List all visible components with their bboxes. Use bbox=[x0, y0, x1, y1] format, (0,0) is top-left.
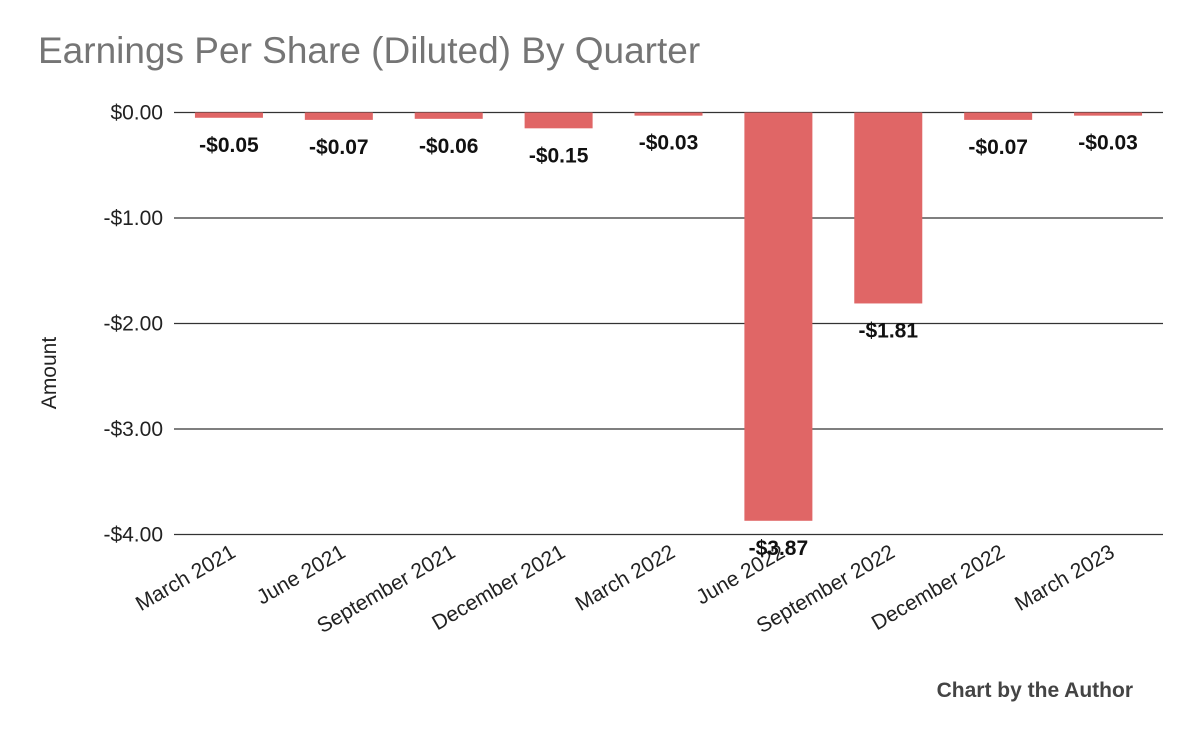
data-label: -$0.03 bbox=[639, 132, 699, 155]
x-tick-label: March 2021 bbox=[132, 540, 240, 615]
data-label: -$0.03 bbox=[1078, 132, 1138, 155]
data-label: -$0.05 bbox=[199, 134, 259, 157]
x-tick-label: June 2021 bbox=[253, 540, 349, 609]
bar bbox=[1074, 112, 1143, 116]
bar bbox=[854, 112, 923, 304]
y-tick-label: -$3.00 bbox=[103, 418, 163, 441]
data-label: -$0.07 bbox=[309, 136, 369, 159]
data-labels: -$0.05 -$0.07 -$0.06 -$0.15 -$0.03 -$3.87 -$1.… bbox=[199, 132, 1138, 560]
y-tick-label: -$2.00 bbox=[103, 313, 163, 336]
y-tick-label: $0.00 bbox=[110, 102, 163, 125]
bar bbox=[304, 112, 373, 120]
data-label: -$0.06 bbox=[419, 135, 479, 158]
y-tick-label: -$4.00 bbox=[103, 524, 163, 547]
data-label: -$0.15 bbox=[529, 144, 589, 167]
bar bbox=[744, 112, 813, 521]
bar-series bbox=[194, 112, 1143, 521]
bar bbox=[524, 112, 593, 129]
bar bbox=[634, 112, 703, 116]
data-label: -$3.87 bbox=[749, 537, 809, 560]
data-label: -$0.07 bbox=[968, 136, 1028, 159]
bar bbox=[964, 112, 1033, 120]
gridlines bbox=[174, 111, 1163, 536]
chart-title: Earnings Per Share (Diluted) By Quarter bbox=[38, 30, 701, 71]
chart-credit: Chart by the Author bbox=[936, 679, 1133, 702]
data-label: -$1.81 bbox=[859, 319, 919, 342]
bar bbox=[414, 112, 483, 119]
y-axis-title: Amount bbox=[38, 337, 61, 410]
x-tick-label: March 2023 bbox=[1011, 540, 1119, 615]
y-tick-labels: $0.00 -$1.00 -$2.00 -$3.00 -$4.00 bbox=[103, 102, 163, 547]
bar bbox=[194, 112, 263, 118]
y-tick-label: -$1.00 bbox=[103, 207, 163, 230]
x-tick-label: March 2022 bbox=[571, 540, 679, 615]
